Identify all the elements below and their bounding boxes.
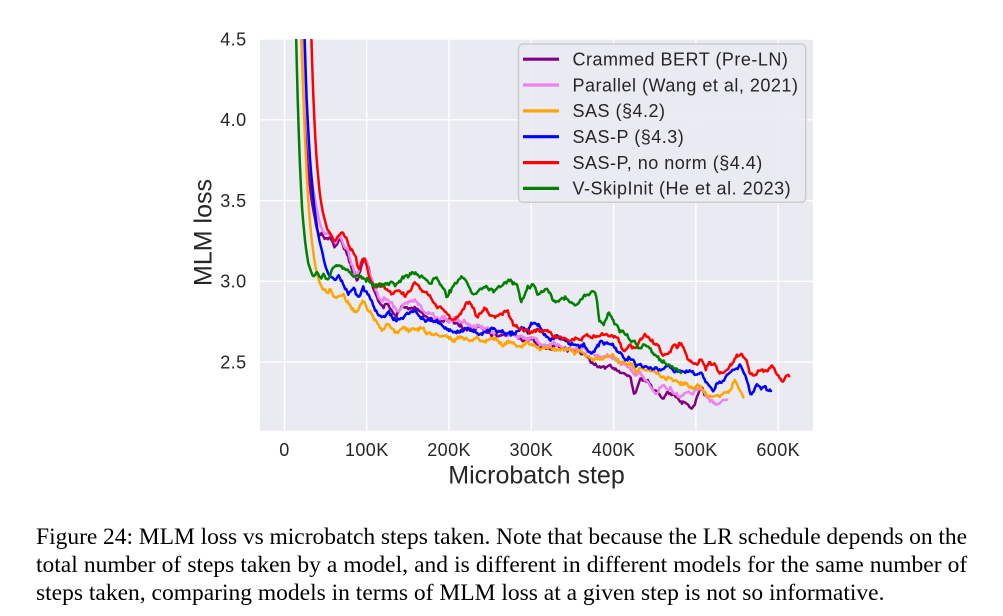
- svg-text:600K: 600K: [756, 440, 800, 460]
- svg-text:SAS (§4.2): SAS (§4.2): [573, 101, 666, 121]
- svg-text:0: 0: [279, 440, 289, 460]
- svg-text:3.0: 3.0: [220, 272, 246, 292]
- svg-text:SAS-P, no norm (§4.4): SAS-P, no norm (§4.4): [573, 153, 763, 173]
- svg-text:2.5: 2.5: [220, 352, 246, 372]
- svg-text:4.5: 4.5: [220, 29, 246, 49]
- svg-text:200K: 200K: [427, 440, 471, 460]
- svg-text:300K: 300K: [509, 440, 553, 460]
- svg-text:4.0: 4.0: [220, 110, 246, 130]
- svg-text:3.5: 3.5: [220, 191, 246, 211]
- svg-text:V-SkipInit (He et al. 2023): V-SkipInit (He et al. 2023): [573, 179, 792, 199]
- svg-text:400K: 400K: [592, 440, 636, 460]
- svg-text:Microbatch step: Microbatch step: [448, 462, 624, 490]
- svg-text:500K: 500K: [674, 440, 718, 460]
- svg-text:MLM loss: MLM loss: [190, 179, 218, 286]
- svg-text:100K: 100K: [345, 440, 389, 460]
- svg-text:SAS-P (§4.3): SAS-P (§4.3): [573, 127, 685, 147]
- svg-text:Crammed BERT (Pre-LN): Crammed BERT (Pre-LN): [573, 50, 789, 70]
- svg-text:Parallel (Wang et al, 2021): Parallel (Wang et al, 2021): [573, 75, 799, 95]
